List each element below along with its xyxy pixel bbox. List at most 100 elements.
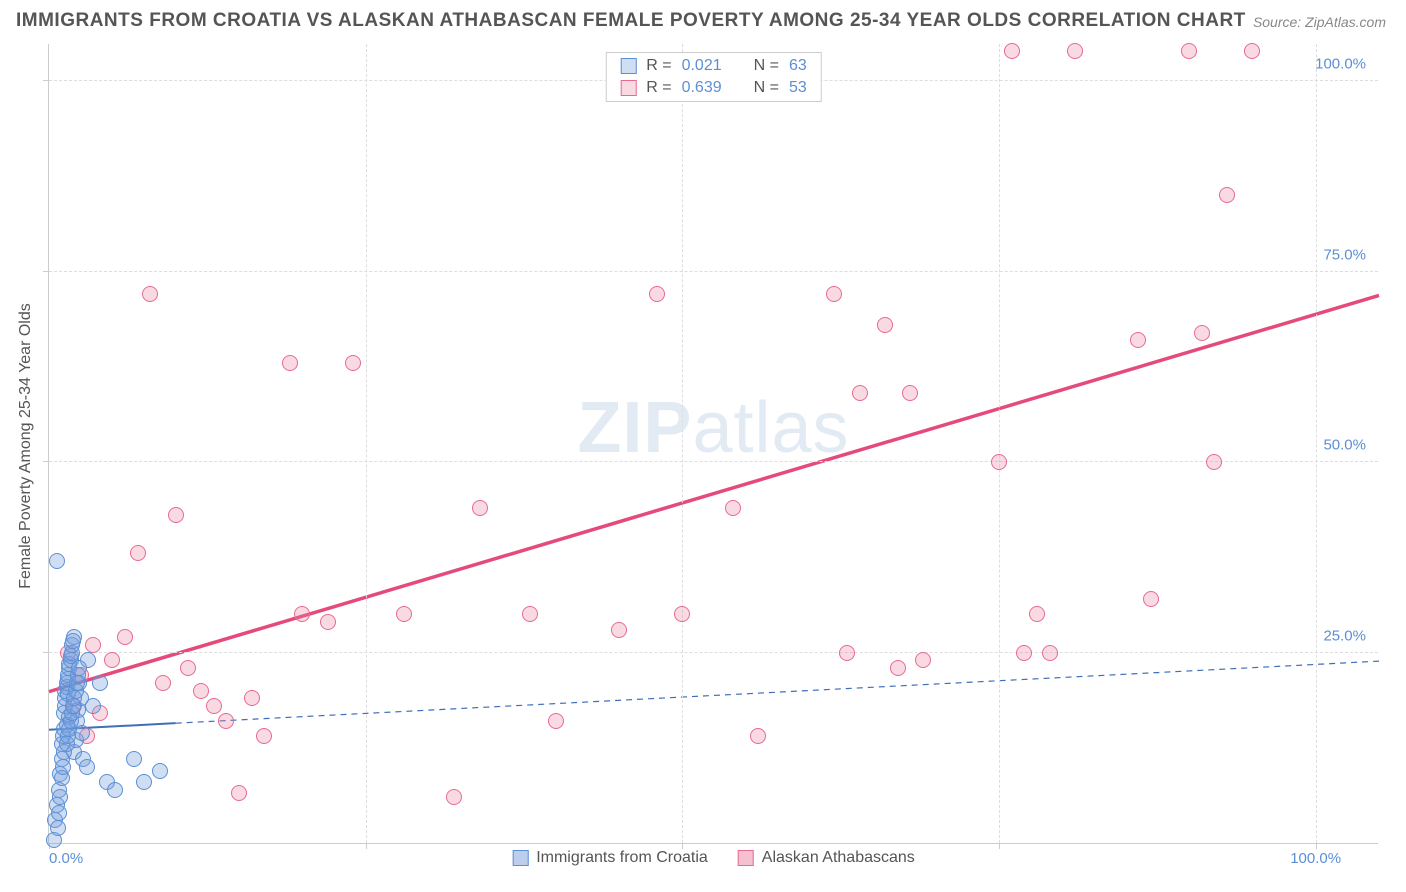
data-point [1181, 43, 1197, 59]
data-point [294, 606, 310, 622]
data-point [649, 286, 665, 302]
y-tick-label: 25.0% [1323, 627, 1366, 644]
legend-correlation: R =0.021N =63R =0.639N =53 [605, 52, 822, 102]
gridline-v [1316, 44, 1317, 843]
y-axis-label: Female Poverty Among 25-34 Year Olds [17, 303, 35, 589]
data-point [877, 317, 893, 333]
y-tick-label: 100.0% [1315, 56, 1366, 73]
data-point [104, 652, 120, 668]
data-point [1219, 187, 1235, 203]
gridline-v [366, 44, 367, 843]
legend-r-label: R = [646, 79, 671, 97]
legend-n-label: N = [754, 79, 779, 97]
data-point [107, 782, 123, 798]
data-point [152, 763, 168, 779]
legend-item: Alaskan Athabascans [738, 849, 915, 867]
data-point [231, 785, 247, 801]
data-point [282, 355, 298, 371]
data-point [49, 553, 65, 569]
plot-area: ZIPatlas 25.0%50.0%75.0%100.0%0.0%100.0%… [48, 44, 1378, 844]
data-point [1206, 454, 1222, 470]
x-tick-label: 100.0% [1290, 850, 1341, 867]
data-point [839, 645, 855, 661]
data-point [92, 675, 108, 691]
data-point [85, 698, 101, 714]
legend-n-value: 63 [789, 57, 807, 75]
data-point [180, 660, 196, 676]
legend-series: Immigrants from Croatia Alaskan Athabasca… [512, 849, 915, 867]
legend-swatch [620, 80, 636, 96]
gridline-h [49, 461, 1378, 462]
gridline-v [682, 44, 683, 843]
data-point [396, 606, 412, 622]
data-point [826, 286, 842, 302]
gridline-h [49, 652, 1378, 653]
legend-swatch [512, 850, 528, 866]
data-point [1042, 645, 1058, 661]
legend-item: Immigrants from Croatia [512, 849, 708, 867]
gridline-v [999, 44, 1000, 843]
trendline-solid [49, 295, 1379, 691]
data-point [1244, 43, 1260, 59]
data-point [674, 606, 690, 622]
data-point [218, 713, 234, 729]
data-point [320, 614, 336, 630]
data-point [522, 606, 538, 622]
trendline-dashed [176, 661, 1379, 723]
data-point [126, 751, 142, 767]
data-point [750, 728, 766, 744]
data-point [915, 652, 931, 668]
data-point [345, 355, 361, 371]
data-point [1194, 325, 1210, 341]
x-tick [1316, 843, 1317, 849]
data-point [890, 660, 906, 676]
data-point [1029, 606, 1045, 622]
data-point [244, 690, 260, 706]
data-point [472, 500, 488, 516]
legend-r-value: 0.639 [682, 79, 722, 97]
data-point [51, 805, 67, 821]
data-point [55, 759, 71, 775]
data-point [852, 385, 868, 401]
x-tick [366, 843, 367, 849]
data-point [1130, 332, 1146, 348]
source-attribution: Source: ZipAtlas.com [1253, 14, 1386, 30]
data-point [85, 637, 101, 653]
legend-row: R =0.639N =53 [606, 77, 821, 99]
data-point [142, 286, 158, 302]
legend-r-value: 0.021 [682, 57, 722, 75]
y-tick [43, 80, 49, 81]
gridline-h [49, 271, 1378, 272]
data-point [65, 633, 81, 649]
y-tick [43, 461, 49, 462]
legend-swatch [738, 850, 754, 866]
data-point [193, 683, 209, 699]
data-point [1004, 43, 1020, 59]
data-point [136, 774, 152, 790]
legend-swatch [620, 58, 636, 74]
legend-item-label: Alaskan Athabascans [762, 849, 915, 867]
data-point [611, 622, 627, 638]
data-point [50, 820, 66, 836]
data-point [725, 500, 741, 516]
data-point [206, 698, 222, 714]
legend-r-label: R = [646, 57, 671, 75]
legend-item-label: Immigrants from Croatia [536, 849, 708, 867]
data-point [155, 675, 171, 691]
y-tick [43, 652, 49, 653]
data-point [130, 545, 146, 561]
y-tick-label: 75.0% [1323, 246, 1366, 263]
legend-row: R = 0.021 N = 63 [606, 55, 821, 77]
trend-lines-layer [49, 44, 1378, 843]
x-tick-label: 0.0% [49, 850, 83, 867]
y-tick [43, 271, 49, 272]
data-point [548, 713, 564, 729]
data-point [168, 507, 184, 523]
data-point [902, 385, 918, 401]
data-point [991, 454, 1007, 470]
data-point [71, 660, 87, 676]
data-point [256, 728, 272, 744]
data-point [1067, 43, 1083, 59]
legend-n-label: N = [754, 57, 779, 75]
data-point [1143, 591, 1159, 607]
